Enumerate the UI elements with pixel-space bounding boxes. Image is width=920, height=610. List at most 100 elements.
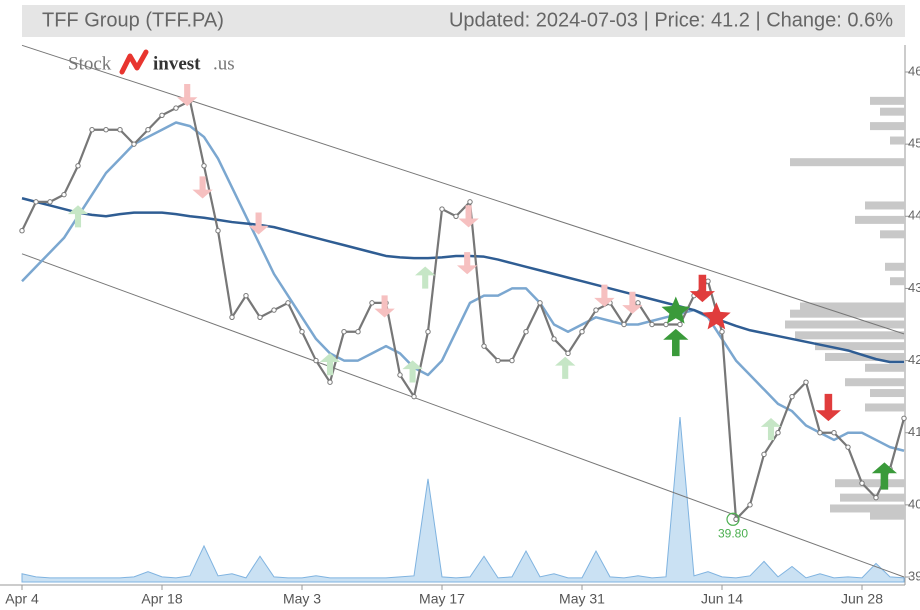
- y-tick-label: 39: [908, 568, 920, 583]
- volume-area: [21, 416, 905, 583]
- price-point: [481, 343, 487, 349]
- annotation-label: 39.80: [718, 526, 748, 540]
- price-point: [453, 213, 459, 219]
- price-point: [117, 127, 123, 133]
- signal-arrow: [192, 176, 213, 199]
- x-tick-label: Jun 14: [701, 591, 743, 607]
- chart-subtitle: Updated: 2024-07-03 | Price: 41.2 | Chan…: [449, 9, 893, 31]
- price-point: [537, 300, 543, 306]
- signal-arrow: [871, 462, 897, 490]
- x-tick-label: May 31: [559, 591, 605, 607]
- volume-profile-bar: [870, 389, 905, 398]
- volume-profile-bar: [790, 309, 905, 318]
- signal-arrow: [319, 353, 341, 376]
- signal-arrow: [555, 356, 576, 379]
- price-point: [229, 314, 235, 320]
- volume-profile-bar: [790, 158, 905, 167]
- header-bar: [22, 5, 905, 37]
- series-line: [21, 121, 905, 452]
- price-point: [873, 494, 879, 501]
- price-point: [845, 444, 851, 450]
- price-point: [579, 329, 585, 335]
- signal-arrow: [457, 252, 478, 275]
- price-point: [61, 191, 67, 198]
- signal-arrow: [374, 295, 395, 318]
- series-line: [21, 197, 904, 364]
- signal-arrow: [248, 212, 269, 235]
- price-point: [775, 430, 781, 436]
- x-tick-label: Apr 4: [5, 591, 39, 607]
- price-point: [299, 329, 305, 335]
- volume-profile-bar: [830, 504, 905, 513]
- signal-arrow: [415, 266, 436, 289]
- price-point: [327, 379, 333, 385]
- price-point: [551, 336, 557, 342]
- x-tick-label: May 17: [419, 591, 465, 607]
- y-tick-label: 44: [908, 208, 920, 223]
- price-point: [467, 199, 473, 205]
- volume-profile-bar: [785, 320, 905, 329]
- price-point: [817, 430, 823, 436]
- price-point: [215, 228, 221, 234]
- volume-profile-bar: [870, 122, 905, 131]
- price-point: [495, 357, 501, 364]
- signal-arrow: [402, 360, 423, 383]
- volume-profile-bar: [865, 201, 905, 210]
- price-point: [649, 321, 655, 328]
- x-tick-label: Jun 28: [841, 591, 883, 607]
- price-point: [411, 393, 417, 400]
- signal-arrow: [458, 205, 479, 228]
- price-point: [103, 127, 109, 133]
- logo: Stock invest .us: [68, 49, 235, 75]
- signal-arrow: [689, 274, 715, 303]
- price-point: [733, 516, 739, 522]
- y-tick-label: 42: [908, 352, 920, 367]
- logo-text: invest: [153, 53, 201, 74]
- x-tick-label: May 3: [283, 591, 321, 607]
- price-point: [33, 199, 39, 205]
- volume-profile-bar: [800, 302, 905, 311]
- price-point: [747, 502, 753, 508]
- price-point: [425, 329, 431, 335]
- price-point: [635, 300, 641, 306]
- y-tick-label: 46: [908, 63, 920, 78]
- signal-arrow: [67, 205, 89, 228]
- volume-profile-bar: [840, 493, 905, 502]
- logo-text: Stock: [68, 53, 112, 74]
- price-point: [901, 415, 907, 421]
- price-point: [75, 163, 81, 169]
- price-point: [285, 300, 291, 306]
- price-point: [789, 393, 795, 400]
- price-point: [705, 278, 711, 284]
- price-point: [145, 127, 151, 133]
- volume-profile-bar: [890, 136, 905, 145]
- signal-star: [702, 302, 731, 330]
- logo-icon: [119, 49, 149, 75]
- price-point: [19, 228, 25, 234]
- price-point: [369, 300, 375, 306]
- signal-arrow: [622, 291, 643, 314]
- price-point: [313, 357, 319, 364]
- price-point: [677, 321, 683, 328]
- price-point: [243, 292, 249, 299]
- price-point: [201, 163, 207, 169]
- price-point: [159, 112, 165, 118]
- price-point: [565, 350, 571, 357]
- volume-profile-bar: [865, 403, 905, 412]
- price-point: [173, 105, 179, 111]
- price-point: [593, 307, 599, 313]
- volume-profile-bar: [855, 215, 905, 224]
- volume-profile-bar: [865, 363, 905, 372]
- signal-arrow: [594, 284, 615, 307]
- channel-line: [21, 253, 905, 578]
- price-point: [509, 357, 515, 364]
- price-point: [859, 480, 865, 486]
- price-point: [257, 314, 263, 320]
- price-point: [355, 329, 361, 335]
- price-point: [831, 430, 837, 436]
- signal-arrow: [760, 418, 782, 441]
- low-marker: [726, 512, 740, 526]
- y-tick-label: 40: [908, 496, 920, 511]
- price-point: [89, 127, 95, 133]
- price-point: [47, 199, 53, 205]
